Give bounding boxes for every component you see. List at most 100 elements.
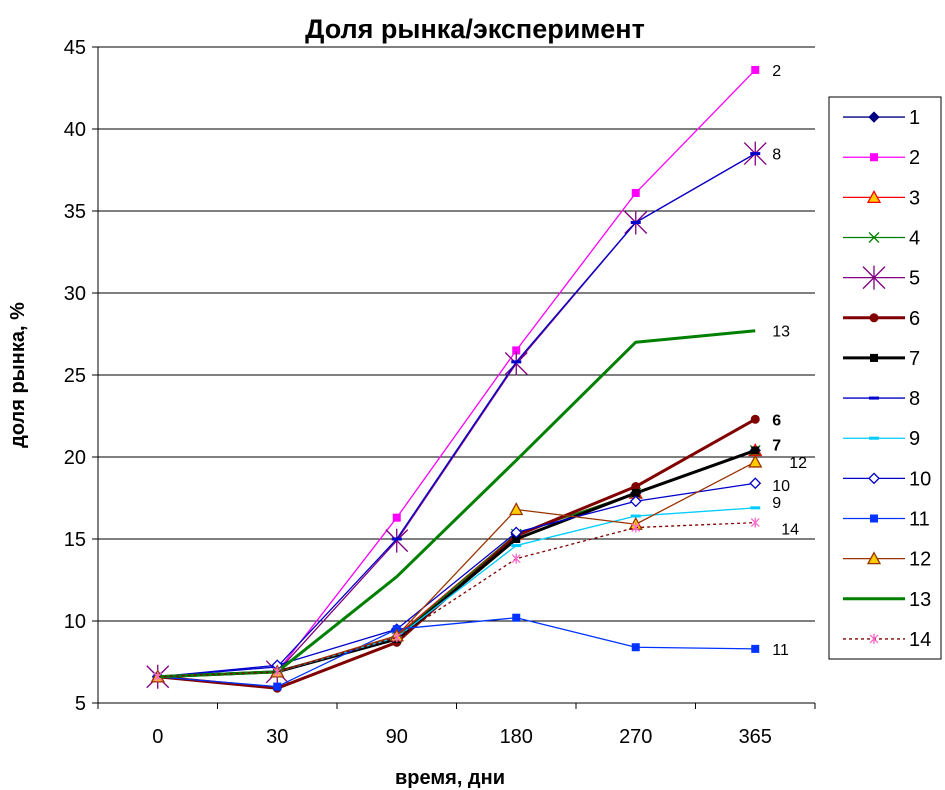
x-tick-label: 30 (266, 726, 288, 748)
series-line (157, 329, 756, 679)
y-axis-label: доля рынка, % (7, 302, 29, 448)
legend-label: 11 (909, 509, 930, 531)
legend-item-11: 11 (843, 509, 930, 531)
end-label-8: 8 (772, 147, 781, 164)
legend-label: 9 (909, 428, 920, 450)
series-line (157, 461, 756, 678)
series-6 (153, 414, 760, 693)
data-point (748, 454, 763, 468)
data-point (750, 414, 760, 424)
legend-label: 8 (909, 388, 920, 410)
legend-item-10: 10 (843, 468, 931, 490)
legend-label: 6 (909, 308, 920, 330)
axes (97, 47, 816, 709)
data-point (629, 495, 642, 508)
series-lines (146, 65, 767, 693)
data-point (868, 472, 880, 485)
series-14 (153, 517, 760, 682)
y-tick-label: 45 (64, 37, 86, 59)
data-point (631, 489, 640, 498)
y-tick-label: 15 (64, 529, 86, 551)
data-point (870, 353, 878, 362)
data-point (509, 502, 524, 516)
y-tick-label: 40 (64, 119, 86, 141)
legend-item-5: 5 (843, 265, 920, 290)
data-point (868, 111, 880, 123)
x-tick-label: 0 (152, 726, 163, 748)
legend-item-1: 1 (843, 107, 920, 129)
data-point (504, 351, 528, 376)
legend-label: 3 (909, 187, 920, 209)
data-point (866, 551, 882, 565)
end-label-6: 6 (772, 412, 781, 429)
data-point (869, 313, 879, 323)
data-point (751, 446, 760, 455)
end-label-10: 10 (772, 478, 790, 495)
legend-item-14: 14 (843, 629, 931, 651)
legend-label: 10 (909, 468, 931, 490)
data-point (631, 188, 640, 197)
legend-label: 4 (909, 228, 920, 250)
legend-label: 13 (909, 589, 931, 611)
data-point (273, 682, 282, 691)
series-line (157, 449, 756, 679)
series-line (157, 449, 756, 678)
legend-label: 7 (909, 348, 920, 370)
x-tick-label: 90 (386, 726, 408, 748)
x-tick-label: 270 (619, 726, 652, 748)
data-point (512, 346, 521, 355)
x-tick-label: 180 (500, 726, 533, 748)
data-point (272, 666, 282, 677)
series-8 (152, 152, 761, 679)
legend-label: 1 (909, 107, 920, 129)
end-label-9: 9 (772, 495, 781, 512)
data-point (869, 633, 879, 644)
data-point (631, 643, 640, 652)
end-label-7: 7 (772, 437, 781, 454)
y-tick-label: 10 (64, 611, 86, 633)
x-tick-label: 365 (739, 726, 772, 748)
series-line (157, 449, 756, 678)
legend-item-12: 12 (843, 549, 931, 571)
data-point (868, 232, 880, 243)
y-tick-label: 30 (64, 283, 86, 305)
end-label-13: 13 (772, 324, 790, 341)
series-10 (151, 477, 762, 683)
y-tick-label: 25 (64, 365, 86, 387)
legend-item-8: 8 (843, 388, 920, 410)
data-point (749, 477, 762, 490)
legend-label: 5 (909, 268, 920, 290)
data-point (631, 482, 641, 492)
data-point (512, 613, 521, 622)
data-point (751, 65, 760, 74)
series-line (157, 153, 756, 678)
end-label-2: 2 (772, 63, 781, 80)
legend-item-6: 6 (843, 308, 920, 330)
x-tick-labels: 0 30 90 180 270 365 (152, 726, 772, 748)
legend-item-2: 2 (843, 147, 920, 169)
data-point (510, 526, 523, 539)
legend-item-7: 7 (843, 348, 920, 370)
data-point (750, 517, 760, 528)
data-point (631, 522, 641, 533)
legend-label: 12 (909, 549, 931, 571)
y-tick-labels: 5 10 15 20 25 30 35 40 45 (64, 37, 86, 715)
gridlines (92, 46, 815, 704)
data-point (751, 644, 760, 653)
series-line (157, 153, 756, 678)
series-11 (153, 613, 760, 691)
end-label-11: 11 (772, 642, 789, 659)
data-point (862, 265, 886, 290)
data-point (870, 514, 878, 523)
data-point (153, 671, 163, 682)
data-point (870, 153, 878, 162)
data-point (392, 632, 402, 643)
end-labels: 2 6 7 8 910 11 12 13 14 (772, 63, 807, 659)
data-point (385, 528, 409, 553)
legend-box (828, 96, 942, 660)
end-label-12: 12 (789, 455, 807, 472)
end-label-14: 14 (781, 522, 799, 539)
chart-title: Доля рынка/эксперимент (305, 14, 645, 44)
series-9 (152, 506, 761, 679)
